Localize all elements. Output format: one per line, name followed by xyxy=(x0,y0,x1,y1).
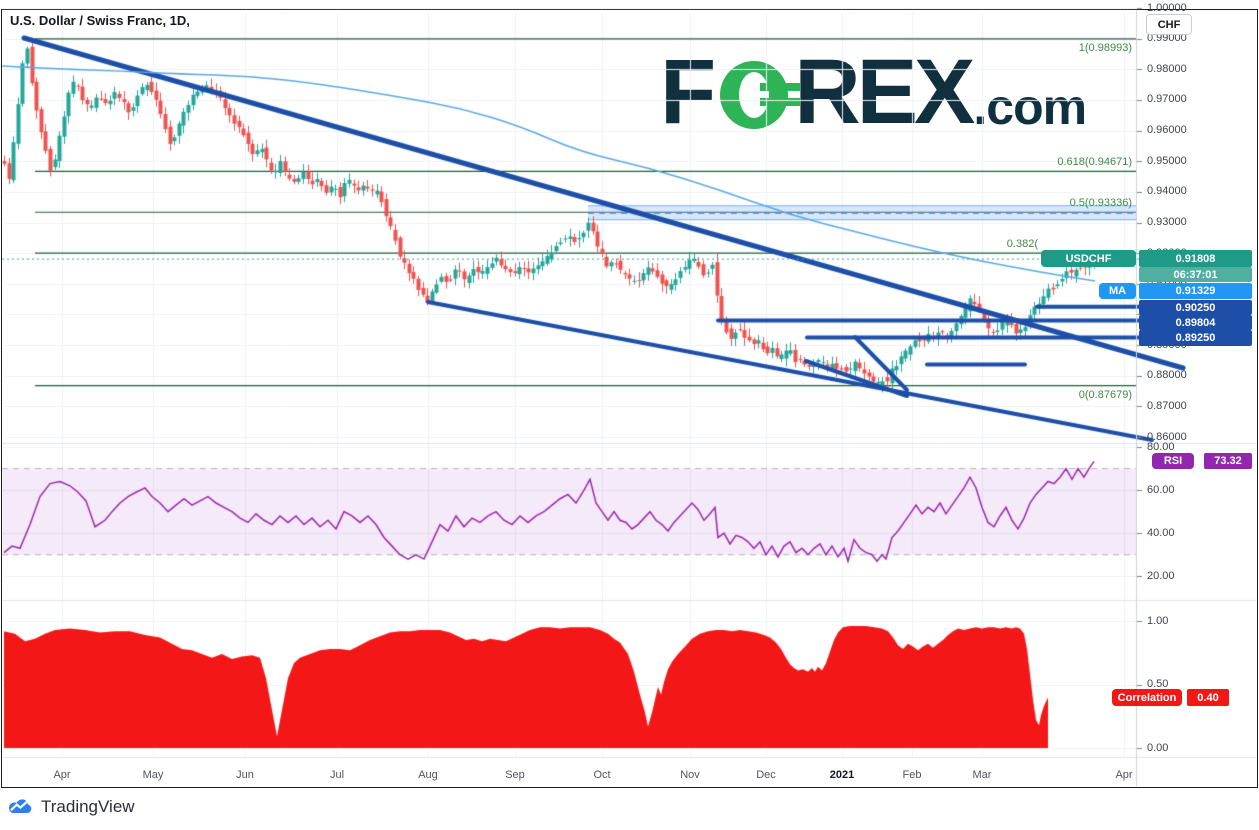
month-label: Sep xyxy=(505,769,525,781)
price-tick-label: 0.98000 xyxy=(1147,62,1187,75)
price-axis[interactable] xyxy=(1137,10,1257,757)
correlation-tick-label: 0.00 xyxy=(1147,741,1169,754)
price-tick-label: 0.88000 xyxy=(1147,369,1187,382)
price-tick-label: 0.86000 xyxy=(1147,430,1187,443)
rsi-value-badge: 73.32 xyxy=(1204,453,1252,469)
price-tick-label: 0.96000 xyxy=(1147,124,1187,137)
ma-label-badge: MA xyxy=(1099,283,1136,299)
price-tick-label: 0.94000 xyxy=(1147,185,1187,198)
fib-level-label: 0.618(0.94671) xyxy=(1057,156,1132,169)
month-label: Dec xyxy=(756,769,776,781)
level-badge: 0.89250 xyxy=(1139,330,1252,346)
month-label: Apr xyxy=(53,769,71,781)
month-label: Feb xyxy=(902,769,922,781)
level-badge: 0.89804 xyxy=(1139,315,1252,330)
month-label: Nov xyxy=(680,769,700,781)
month-label: Oct xyxy=(593,769,611,781)
countdown-badge: 06:37:01 xyxy=(1139,267,1252,282)
fib-level-label: 1(0.98993) xyxy=(1078,41,1132,54)
month-label: Apr xyxy=(1115,769,1133,781)
month-label: Aug xyxy=(418,769,438,781)
month-label: Mar xyxy=(972,769,992,781)
price-tick-label: 0.95000 xyxy=(1147,154,1187,167)
month-label: Jul xyxy=(329,769,345,781)
symbol-label-badge: USDCHF xyxy=(1041,250,1136,267)
price-tick-label: 0.87000 xyxy=(1147,399,1187,412)
month-label: May xyxy=(142,769,164,781)
currency-unit-badge: CHF xyxy=(1146,14,1192,35)
rsi-tick-label: 60.00 xyxy=(1147,483,1175,496)
fib-level-label: 0(0.87679) xyxy=(1078,388,1132,401)
tradingview-label: TradingView xyxy=(41,797,135,816)
correlation-label-badge: Correlation xyxy=(1112,689,1182,706)
rsi-label-badge: RSI xyxy=(1152,453,1194,469)
level-badge: 0.90250 xyxy=(1139,300,1252,315)
time-axis[interactable] xyxy=(2,758,1136,786)
price-tick-label: 0.93000 xyxy=(1147,216,1187,229)
correlation-tick-label: 0.50 xyxy=(1147,678,1169,690)
last-price-badge: 0.91808 xyxy=(1139,250,1252,267)
month-label: Jun xyxy=(236,769,254,781)
price-tick-label: 1.00000 xyxy=(1147,1,1187,14)
correlation-value-badge: 0.40 xyxy=(1187,689,1229,706)
fib-level-label: 0.5(0.93336) xyxy=(1069,197,1132,210)
rsi-tick-label: 20.00 xyxy=(1147,569,1175,582)
symbol-title: U.S. Dollar / Swiss Franc, 1D, xyxy=(10,13,190,28)
correlation-tick-label: 1.00 xyxy=(1147,614,1169,627)
price-tick-label: 0.99000 xyxy=(1147,32,1187,45)
tradingview-cloud-icon xyxy=(8,799,32,813)
tradingview-logo[interactable]: TradingView xyxy=(7,797,135,817)
rsi-tick-label: 40.00 xyxy=(1147,526,1175,539)
ma-value-badge: 0.91329 xyxy=(1139,283,1252,299)
month-label: 2021 xyxy=(829,769,855,781)
fib-level-label: 0.382( xyxy=(1006,238,1038,251)
price-tick-label: 0.97000 xyxy=(1147,93,1187,106)
rsi-tick-label: 80.00 xyxy=(1147,440,1175,453)
